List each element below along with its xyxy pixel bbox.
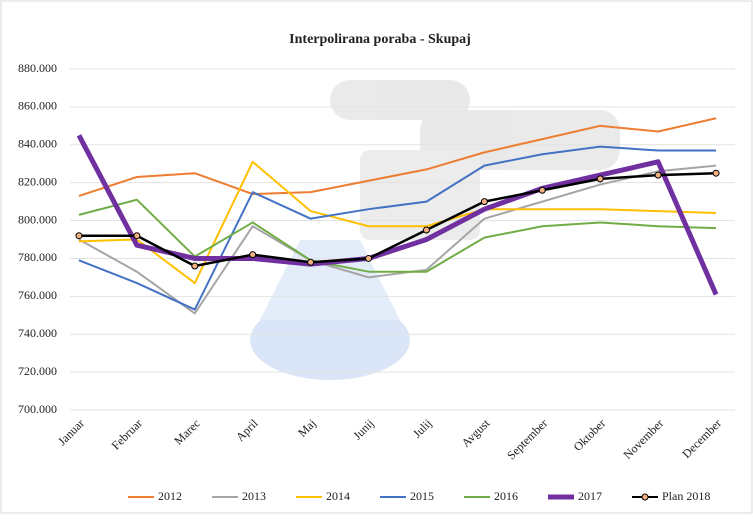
legend-marker xyxy=(642,494,648,500)
point-marker xyxy=(481,199,487,205)
y-tick-label: 720.000 xyxy=(18,364,57,378)
y-tick-label: 860.000 xyxy=(18,99,57,113)
y-tick-label: 760.000 xyxy=(18,288,57,302)
point-marker xyxy=(713,170,719,176)
point-marker xyxy=(597,176,603,182)
point-marker xyxy=(192,263,198,269)
legend-label: 2016 xyxy=(494,489,518,503)
y-tick-label: 740.000 xyxy=(18,326,57,340)
point-marker xyxy=(134,233,140,239)
legend-label: 2012 xyxy=(158,489,182,503)
point-marker xyxy=(76,233,82,239)
chart-title: Interpolirana poraba - Skupaj xyxy=(289,32,471,47)
point-marker xyxy=(308,259,314,265)
legend-label: 2013 xyxy=(242,489,266,503)
legend-label: 2015 xyxy=(410,489,434,503)
y-tick-label: 840.000 xyxy=(18,137,57,151)
point-marker xyxy=(366,255,372,261)
point-marker xyxy=(539,187,545,193)
legend-label: 2017 xyxy=(578,489,602,503)
y-tick-label: 800.000 xyxy=(18,212,57,226)
chart: Interpolirana poraba - Skupaj 700.000 720… xyxy=(0,0,753,514)
y-tick-label: 780.000 xyxy=(18,250,57,264)
legend-label: Plan 2018 xyxy=(662,489,710,503)
point-marker xyxy=(655,172,661,178)
y-tick-label: 700.000 xyxy=(18,402,57,416)
y-tick-label: 880.000 xyxy=(18,61,57,75)
point-marker xyxy=(423,227,429,233)
y-tick-label: 820.000 xyxy=(18,174,57,188)
legend-label: 2014 xyxy=(326,489,350,503)
point-marker xyxy=(250,252,256,258)
